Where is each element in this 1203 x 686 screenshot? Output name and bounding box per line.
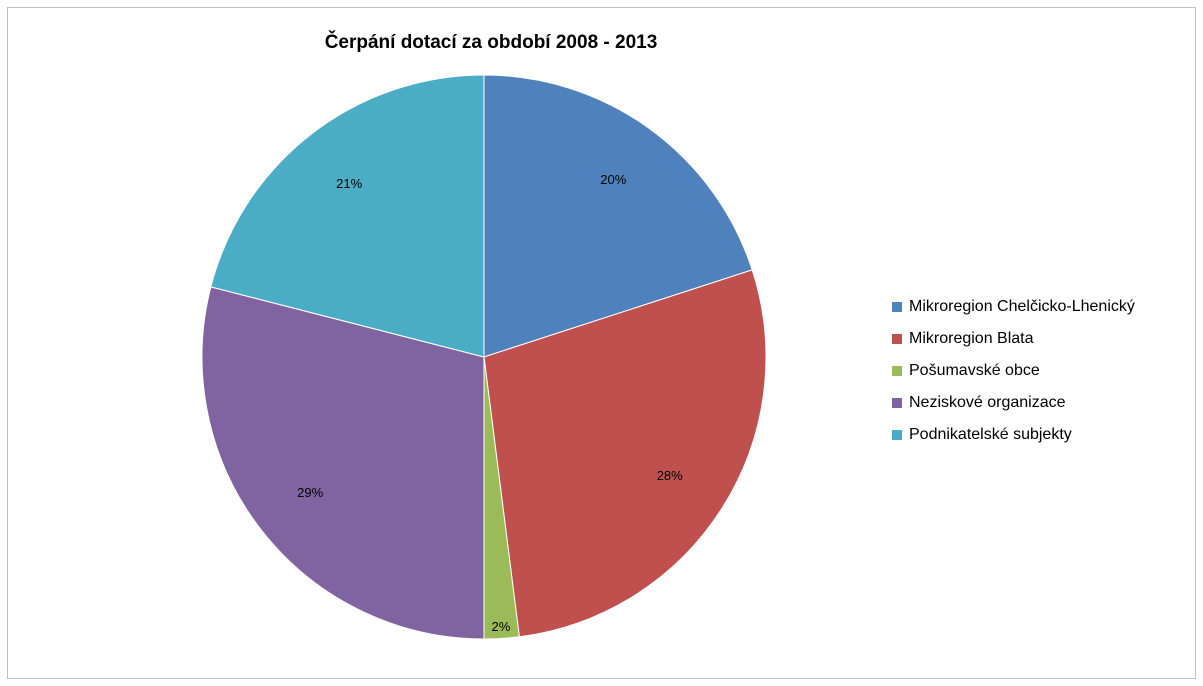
legend-swatch bbox=[892, 302, 902, 312]
legend-entry: Mikroregion Chelčicko-Lhenický bbox=[892, 291, 1135, 323]
data-label: 28% bbox=[657, 468, 683, 483]
chart-title: Čerpání dotací za období 2008 - 2013 bbox=[324, 32, 658, 53]
pie-chart: 20% 28% 2% 29% 21% bbox=[201, 74, 767, 640]
chart-frame: Čerpání dotací za období 2008 - 2013 20%… bbox=[7, 7, 1196, 679]
pie-slice bbox=[210, 74, 485, 358]
pie-slice bbox=[483, 269, 767, 638]
legend-swatch bbox=[892, 334, 902, 344]
legend-label: Mikroregion Chelčicko-Lhenický bbox=[909, 298, 1135, 315]
pie-slice bbox=[483, 74, 753, 358]
legend-label: Mikroregion Blata bbox=[909, 330, 1034, 347]
chart-legend: Mikroregion Chelčicko-Lhenický Mikroregio… bbox=[892, 291, 1135, 451]
legend-entry: Podnikatelské subjekty bbox=[892, 419, 1135, 451]
legend-entry: Mikroregion Blata bbox=[892, 323, 1135, 355]
data-label: 21% bbox=[336, 176, 362, 191]
pie-slice bbox=[201, 286, 485, 640]
legend-label: Podnikatelské subjekty bbox=[909, 426, 1072, 443]
legend-swatch bbox=[892, 366, 902, 376]
legend-swatch bbox=[892, 398, 902, 408]
legend-swatch bbox=[892, 430, 902, 440]
legend-entry: Neziskové organizace bbox=[892, 387, 1135, 419]
legend-label: Pošumavské obce bbox=[909, 362, 1040, 379]
legend-entry: Pošumavské obce bbox=[892, 355, 1135, 387]
data-label: 29% bbox=[297, 485, 323, 500]
data-label: 2% bbox=[492, 619, 511, 634]
legend-label: Neziskové organizace bbox=[909, 394, 1066, 411]
data-label: 20% bbox=[600, 172, 626, 187]
